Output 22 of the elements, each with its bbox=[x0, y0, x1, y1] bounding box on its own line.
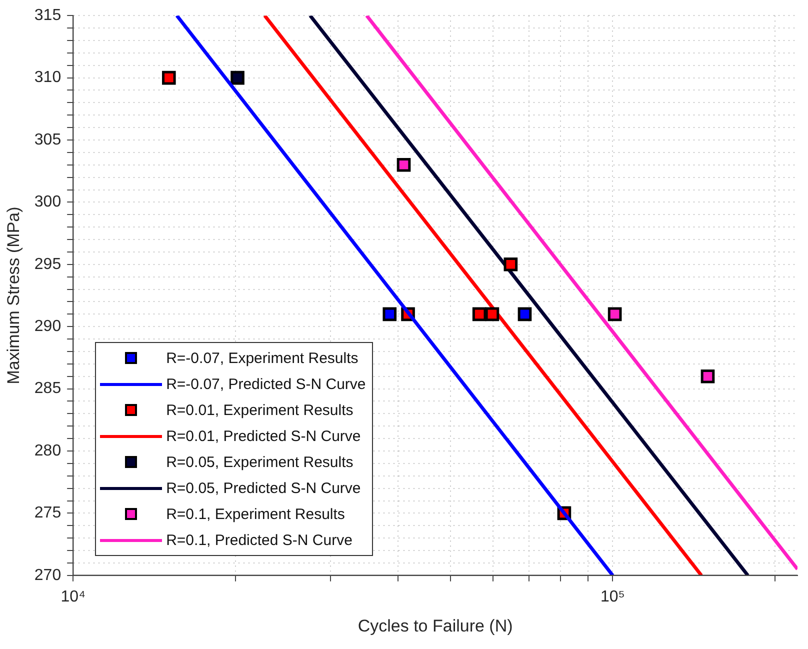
x-tick-label: 10⁵ bbox=[600, 588, 625, 606]
y-axis-title: Maximum Stress (MPa) bbox=[4, 206, 23, 384]
legend-label: R=0.01, Experiment Results bbox=[166, 402, 354, 419]
y-tick-label: 280 bbox=[34, 442, 62, 460]
y-tick-label: 290 bbox=[34, 318, 62, 336]
legend-label: R=0.1, Experiment Results bbox=[166, 506, 345, 523]
y-tick-label: 310 bbox=[34, 69, 62, 86]
y-tick-label: 295 bbox=[34, 256, 62, 273]
legend-label: R=0.05, Experiment Results bbox=[166, 454, 354, 471]
y-tick-label: 270 bbox=[34, 566, 62, 584]
legend-label: R=-0.07, Experiment Results bbox=[166, 350, 358, 367]
y-tick-label: 275 bbox=[34, 504, 62, 522]
y-tick-label: 305 bbox=[34, 131, 62, 148]
y-tick-label: 315 bbox=[34, 7, 62, 24]
legend-label: R=0.01, Predicted S-N Curve bbox=[166, 428, 361, 445]
y-tick-label: 285 bbox=[34, 380, 62, 398]
legend-label: R=0.1, Predicted S-N Curve bbox=[166, 532, 352, 549]
x-tick-label: 10⁴ bbox=[60, 588, 86, 606]
x-axis-title: Cycles to Failure (N) bbox=[358, 616, 513, 636]
legend-label: R=-0.07, Predicted S-N Curve bbox=[166, 376, 366, 393]
legend-label: R=0.05, Predicted S-N Curve bbox=[166, 480, 361, 497]
y-tick-label: 300 bbox=[34, 194, 62, 211]
